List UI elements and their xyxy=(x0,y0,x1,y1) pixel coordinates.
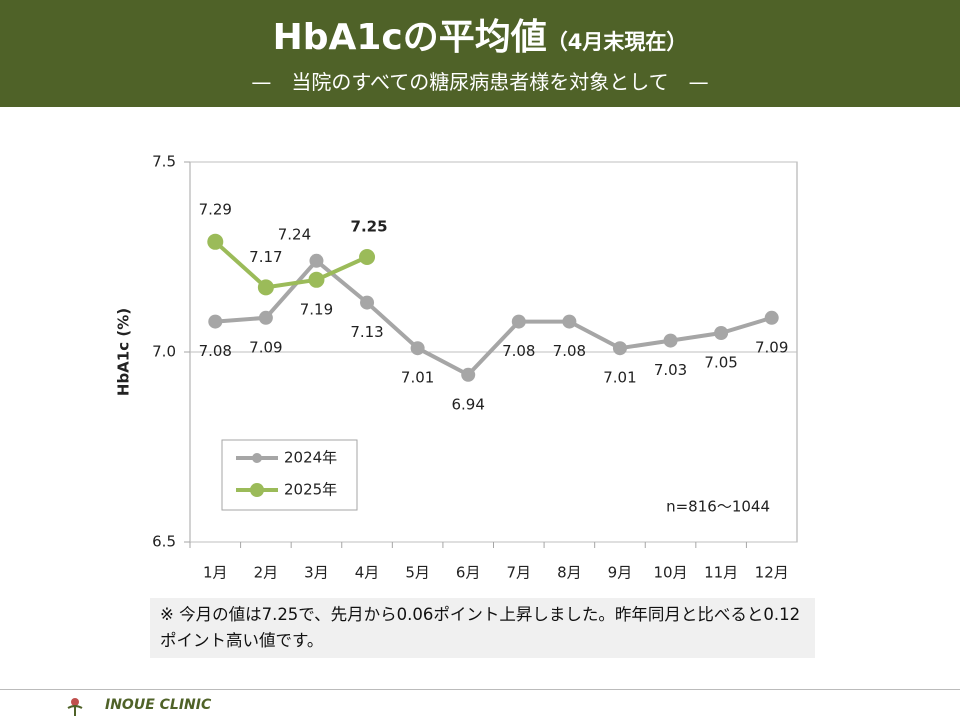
title-note: （4月末現在） xyxy=(546,30,688,54)
x-tick-label: 3月 xyxy=(304,564,329,582)
subtitle: — 当院のすべての糖尿病患者様を対象として — xyxy=(251,70,709,94)
data-point xyxy=(309,253,324,268)
data-label: 7.08 xyxy=(502,342,535,360)
x-tick-label: 10月 xyxy=(653,564,687,582)
series-line xyxy=(213,240,368,290)
series-line xyxy=(215,258,773,378)
data-point xyxy=(207,233,224,250)
data-point xyxy=(663,333,678,348)
data-point xyxy=(360,295,375,310)
data-label: 7.08 xyxy=(553,342,586,360)
legend-marker xyxy=(252,453,262,463)
logo xyxy=(67,698,83,716)
x-tick-label: 12月 xyxy=(755,564,789,582)
data-label: 7.17 xyxy=(249,248,282,266)
chart: HbA1c (%) n=816～1044 6.5 7.0 7.5 1月 2月 3月 4月 5月… xyxy=(115,153,798,582)
data-point xyxy=(359,249,376,265)
data-label: 7.08 xyxy=(199,342,232,360)
data-point xyxy=(208,314,223,329)
x-tick-label: 7月 xyxy=(507,564,532,582)
data-point xyxy=(764,310,779,325)
data-label: 7.09 xyxy=(755,338,788,356)
y-axis-label: HbA1c (%) xyxy=(115,308,133,396)
data-point xyxy=(714,326,729,340)
data-point xyxy=(612,341,627,356)
data-point xyxy=(258,310,273,325)
data-label: 7.29 xyxy=(199,200,232,218)
data-label: 7.01 xyxy=(603,369,636,387)
data-point xyxy=(308,271,325,288)
x-tick-label: 5月 xyxy=(405,564,430,582)
data-label: 7.09 xyxy=(249,338,282,356)
data-point xyxy=(511,314,526,329)
x-tick-label: 11月 xyxy=(704,564,738,582)
data-point xyxy=(257,279,274,296)
data-label: 7.03 xyxy=(654,361,687,379)
data-label: 7.05 xyxy=(704,354,737,372)
x-tick-label: 9月 xyxy=(608,564,633,582)
footer-line xyxy=(0,689,960,690)
header: HbA1cの平均値（4月末現在） — 当院のすべての糖尿病患者様を対象として — xyxy=(0,0,960,107)
data-point xyxy=(562,314,577,329)
data-point xyxy=(461,367,476,382)
data-point xyxy=(410,341,425,356)
data-label: 7.25 xyxy=(351,218,388,236)
data-label: 6.94 xyxy=(452,395,485,413)
y-tick-label: 7.5 xyxy=(152,153,176,171)
legend-label: 2024年 xyxy=(284,449,337,467)
x-tick-label: 1月 xyxy=(203,564,228,582)
y-tick-label: 6.5 xyxy=(152,533,176,551)
title-text: HbA1cの平均値 xyxy=(272,17,547,58)
data-label: 7.01 xyxy=(401,369,434,387)
data-label: 7.19 xyxy=(300,300,333,318)
legend-box xyxy=(221,439,358,511)
title: HbA1cの平均値（4月末現在） xyxy=(0,8,960,60)
data-label: 7.24 xyxy=(278,225,311,243)
data-label: 7.13 xyxy=(350,323,383,341)
legend-label: 2025年 xyxy=(284,481,337,499)
y-tick-label: 7.0 xyxy=(152,343,176,361)
legend-marker xyxy=(250,483,264,497)
x-tick-label: 8月 xyxy=(557,564,582,582)
x-tick-label: 6月 xyxy=(456,564,481,582)
x-tick-label: 2月 xyxy=(254,564,279,582)
x-tick-label: 4月 xyxy=(355,564,380,582)
note: ※ 今月の値は7.25で、先月から0.06ポイント上昇しました。昨年同月と比べる… xyxy=(150,598,815,658)
annotation: n=816～1044 xyxy=(666,498,770,516)
clinic-name: INOUE CLINIC xyxy=(105,697,212,713)
